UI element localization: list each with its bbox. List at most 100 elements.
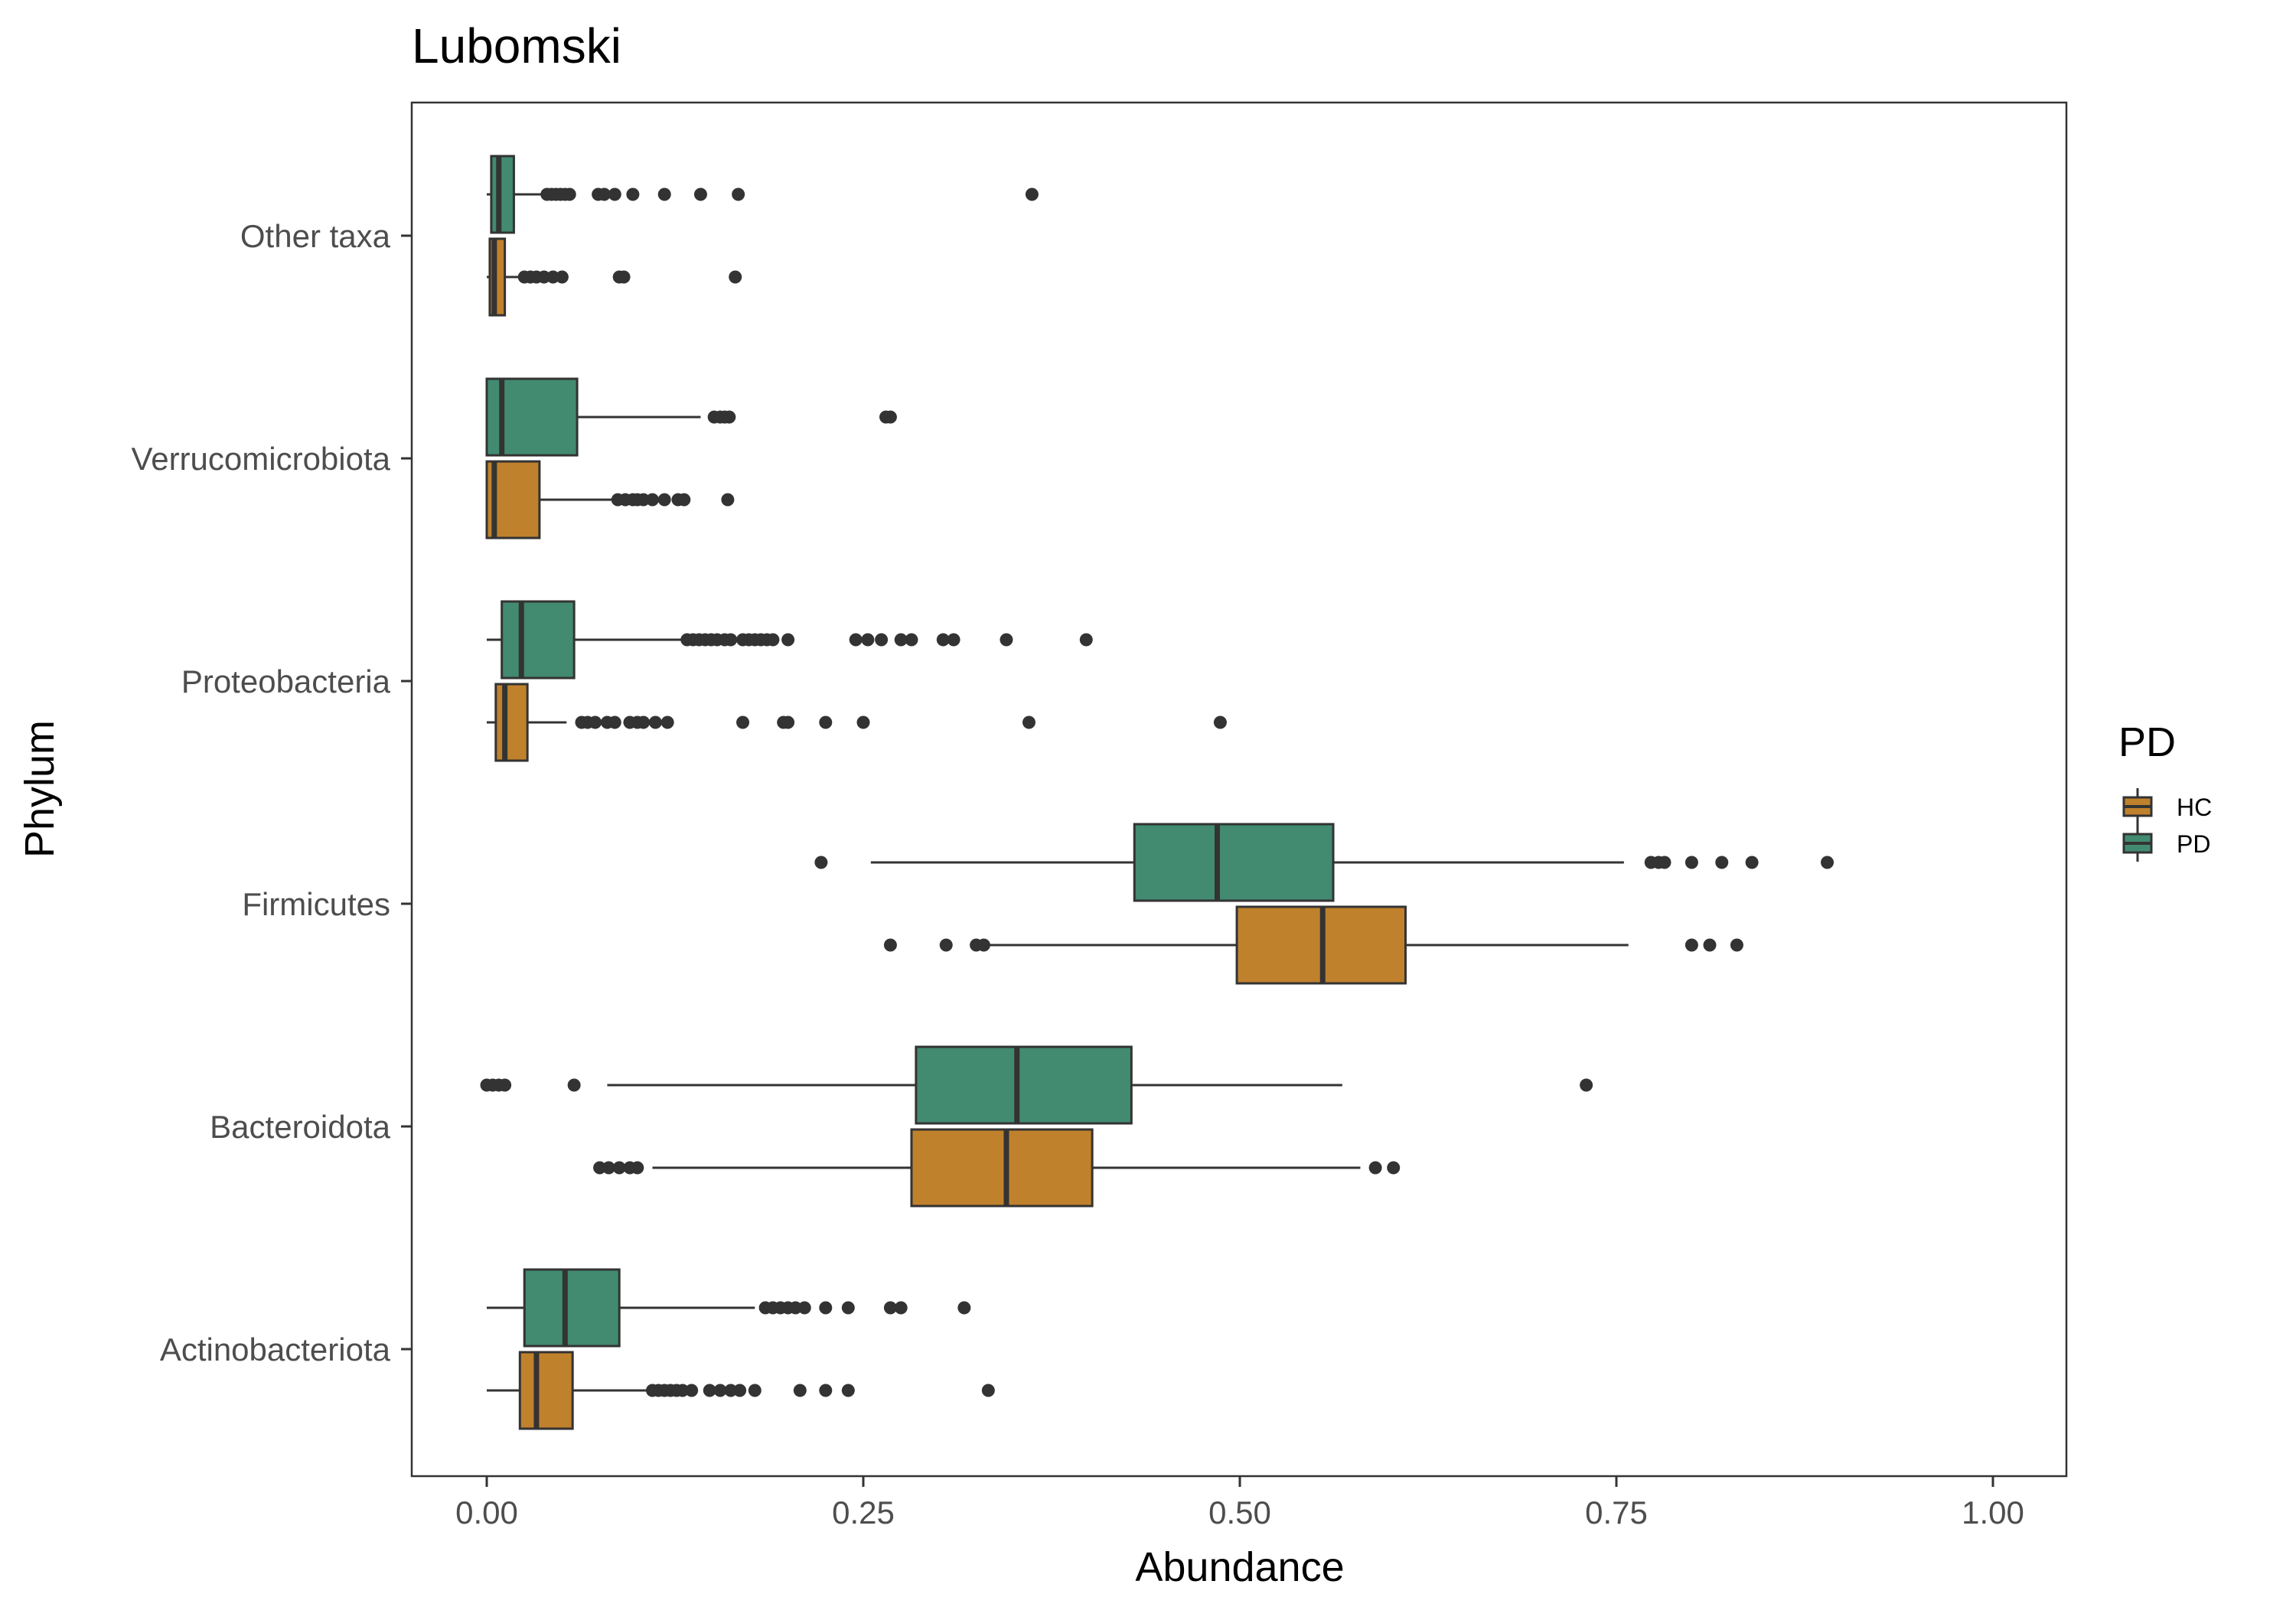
legend-item-pd: PD (2122, 825, 2210, 862)
box-bacteroidota-pd (480, 1045, 1593, 1125)
outlier-point (1025, 187, 1039, 201)
y-tick-label: Actinobacteriota (160, 1332, 391, 1367)
legend: PD HC PD (2118, 719, 2212, 862)
outlier-point (1703, 938, 1717, 952)
outlier-point (1580, 1078, 1593, 1092)
x-tick-label: 0.25 (832, 1495, 895, 1530)
outlier-point (637, 493, 651, 507)
box-actinobacteriota-hc (487, 1351, 995, 1430)
outlier-point (657, 493, 671, 507)
outlier-point (788, 1301, 802, 1315)
outlier-point (748, 1384, 762, 1397)
outlier-point (602, 1161, 615, 1175)
outlier-point (883, 1301, 897, 1315)
outlier-point (894, 1301, 908, 1315)
outlier-point (1368, 1161, 1382, 1175)
outlier-point (537, 270, 551, 284)
outlier-point (657, 187, 671, 201)
outlier-point (626, 187, 640, 201)
box-proteobacteria-hc (487, 683, 1227, 762)
box-actinobacteriota-pd (487, 1268, 971, 1348)
legend-label: PD (2177, 830, 2210, 858)
outlier-point (729, 270, 742, 284)
outlier-point (567, 1078, 581, 1092)
outlier-point (612, 1161, 626, 1175)
outlier-point (766, 633, 780, 647)
outlier-point (713, 1384, 727, 1397)
outlier-point (861, 633, 875, 647)
outlier-point (593, 1161, 607, 1175)
outlier-point (732, 187, 745, 201)
outlier-point (637, 715, 651, 729)
box-iqr (494, 683, 529, 762)
x-tick-label: 0.75 (1585, 1495, 1648, 1530)
y-axis: Other taxa Verrucomicrobiota Proteobacteri… (132, 218, 412, 1367)
box-other-taxa-pd (487, 155, 1039, 234)
outlier-point (1684, 938, 1698, 952)
y-tick-label: Verrucomicrobiota (132, 441, 391, 477)
outlier-point (819, 1301, 833, 1315)
outlier-point (819, 1384, 833, 1397)
outlier-point (736, 715, 750, 729)
legend-label: HC (2177, 794, 2212, 821)
outlier-point (1000, 633, 1013, 647)
outlier-point (1821, 856, 1835, 869)
outlier-point (693, 187, 707, 201)
outlier-point (724, 1384, 738, 1397)
x-tick-label: 0.50 (1208, 1495, 1271, 1530)
outlier-point (1684, 856, 1698, 869)
outlier-point (677, 493, 691, 507)
legend-item-hc: HC (2122, 788, 2212, 825)
outlier-point (781, 715, 795, 729)
box-iqr (523, 1268, 621, 1348)
box-verrucomicrobiota-pd (485, 377, 897, 457)
outlier-point (894, 633, 908, 647)
outlier-point (977, 938, 990, 952)
outlier-point (1387, 1161, 1401, 1175)
plot-panel (410, 101, 2068, 1478)
outlier-point (631, 1161, 644, 1175)
outlier-point (598, 187, 612, 201)
outlier-point (722, 410, 736, 424)
chart-title: Lubomski (412, 18, 621, 73)
outlier-point (1022, 715, 1035, 729)
outlier-point (849, 633, 863, 647)
outlier-point (608, 187, 621, 201)
y-tick-label: Bacteroidota (210, 1109, 390, 1145)
y-tick-label: Other taxa (240, 218, 391, 254)
outlier-point (814, 856, 828, 869)
outlier-point (957, 1301, 971, 1315)
box-verrucomicrobiota-hc (485, 460, 735, 539)
outlier-point (1730, 938, 1743, 952)
outlier-point (608, 715, 621, 729)
box-bacteroidota-hc (593, 1128, 1401, 1208)
outlier-point (1745, 856, 1759, 869)
box-marks (480, 155, 1835, 1430)
outlier-point (733, 1384, 747, 1397)
outlier-point (905, 633, 918, 647)
box-firmicutes-hc (883, 905, 1743, 985)
outlier-point (793, 1384, 807, 1397)
y-axis-title: Phylum (17, 720, 63, 858)
outlier-point (981, 1384, 995, 1397)
outlier-point (498, 1078, 512, 1092)
outlier-point (939, 938, 953, 952)
box-iqr (518, 1351, 574, 1430)
box-other-taxa-hc (487, 237, 742, 317)
outlier-point (781, 633, 795, 647)
outlier-point (648, 715, 662, 729)
outlier-point (1079, 633, 1093, 647)
outlier-point (589, 715, 602, 729)
outlier-point (724, 633, 738, 647)
x-tick-label: 1.00 (1962, 1495, 2024, 1530)
outlier-point (676, 1384, 690, 1397)
box-iqr (910, 1128, 1094, 1208)
outlier-point (703, 1384, 716, 1397)
y-tick-label: Firmicutes (242, 886, 390, 922)
x-axis: 0.00 0.25 0.50 0.75 1.00 (455, 1476, 2024, 1530)
box-iqr (490, 155, 515, 234)
box-proteobacteria-pd (487, 600, 1093, 680)
outlier-point (936, 633, 950, 647)
outlier-point (883, 410, 897, 424)
